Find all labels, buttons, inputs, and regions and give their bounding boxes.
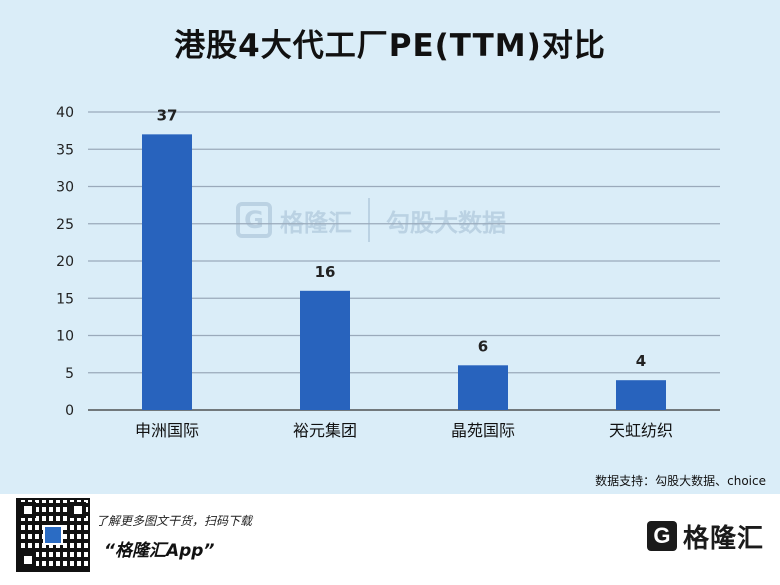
- bar: [300, 290, 350, 410]
- qr-center-logo-icon: [43, 525, 63, 545]
- y-tick-label: 15: [56, 291, 74, 307]
- x-tick-label: 申洲国际: [135, 421, 199, 440]
- y-tick-label: 10: [56, 329, 74, 345]
- watermark-divider: [368, 198, 370, 242]
- bar: [458, 365, 508, 410]
- watermark-logo-icon: G: [236, 202, 272, 238]
- y-tick-label: 20: [56, 254, 74, 270]
- x-tick-label: 天虹纺织: [609, 421, 673, 440]
- brand-logo: G 格隆汇: [646, 518, 764, 554]
- bar-chart: 0 5 10 15 20 25 30 35 40 37 申洲国际 16 裕元集团 6 晶苑国际 4 天虹纺织: [56, 105, 720, 440]
- download-prompt: 了解更多图文干货，扫码下载: [96, 514, 253, 528]
- data-label: 37: [157, 106, 178, 124]
- qr-finder-top-left: [20, 502, 36, 518]
- brand-logo-icon: G: [646, 521, 677, 551]
- qr-code-icon[interactable]: [16, 498, 90, 572]
- y-tick-label: 30: [56, 180, 74, 196]
- watermark-name-secondary: 勾股大数据: [386, 208, 506, 237]
- footer: 了解更多图文干货，扫码下载 “格隆汇App” G 格隆汇: [0, 494, 780, 585]
- y-tick-label: 5: [65, 366, 74, 382]
- brand-logo-text: 格隆汇: [682, 523, 764, 554]
- bar: [616, 380, 666, 410]
- data-label: 6: [478, 337, 488, 355]
- watermark-name: 格隆汇: [280, 208, 352, 237]
- watermark: G 格隆汇 勾股大数据: [236, 198, 506, 242]
- y-tick-label: 35: [56, 142, 74, 158]
- y-tick-label: 40: [56, 105, 74, 121]
- qr-finder-bottom-left: [20, 552, 36, 568]
- bar: [142, 134, 192, 410]
- y-tick-label: 25: [56, 217, 74, 233]
- data-label: 16: [315, 263, 336, 281]
- app-name: “格隆汇App”: [104, 541, 215, 561]
- data-label: 4: [636, 352, 646, 370]
- data-source-note: 数据支持：勾股大数据、choice: [595, 474, 766, 488]
- chart-title: 港股4大代工厂PE(TTM)对比: [174, 28, 606, 64]
- x-tick-label: 裕元集团: [293, 421, 357, 440]
- x-tick-label: 晶苑国际: [451, 421, 515, 440]
- y-tick-label: 0: [65, 403, 74, 419]
- qr-finder-top-right: [70, 502, 86, 518]
